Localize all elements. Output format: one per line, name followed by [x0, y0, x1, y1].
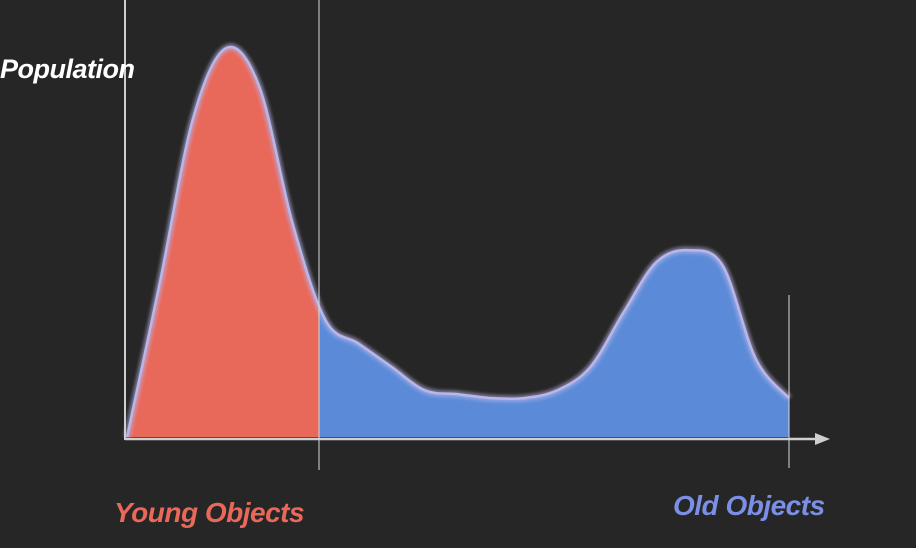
- old-objects-area: [319, 250, 789, 437]
- old-objects-label: Old Objects: [673, 490, 825, 521]
- young-objects-label: Young Objects: [114, 497, 304, 528]
- population-curve: [125, 45, 790, 438]
- x-axis-arrowhead: [815, 433, 830, 445]
- y-axis-label: Population: [0, 54, 134, 84]
- distribution-areas: [127, 46, 789, 437]
